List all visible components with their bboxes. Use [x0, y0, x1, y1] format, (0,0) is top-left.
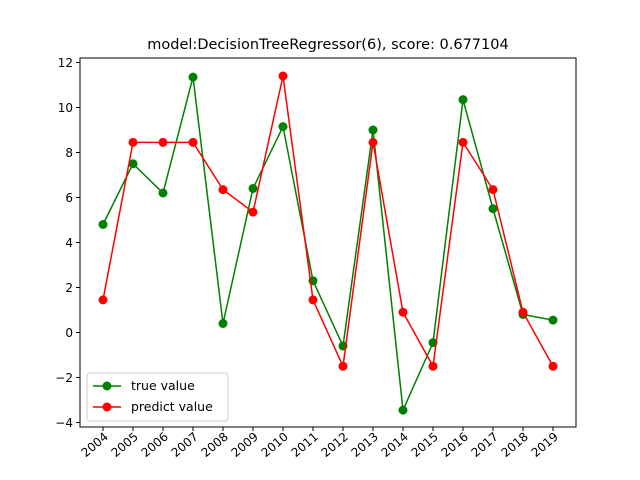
legend-frame [86, 372, 229, 422]
data-point-true [488, 204, 498, 214]
data-point-predict [398, 307, 408, 317]
data-point-true [278, 122, 288, 132]
data-point-true [548, 315, 558, 325]
data-point-predict [308, 295, 318, 305]
data-point-predict [548, 361, 558, 371]
y-tick-label: 10 [58, 101, 73, 115]
data-point-predict [428, 361, 438, 371]
series-line-predict [102, 75, 554, 369]
series-layer [98, 71, 558, 415]
data-point-predict [248, 207, 258, 217]
data-point-predict [488, 185, 498, 195]
data-point-true [188, 72, 198, 82]
data-point-true [248, 184, 258, 193]
legend-label-predict: predict value [131, 399, 213, 414]
series-line-true [102, 76, 554, 413]
data-point-true [218, 319, 228, 328]
chart-title: model:DecisionTreeRegressor(6), score: 0… [147, 37, 508, 53]
y-axis-ticks: −4 −2 0 2 4 6 8 10 12 [55, 56, 80, 430]
data-point-predict [458, 137, 468, 147]
series-predict [98, 71, 558, 371]
data-point-predict [128, 137, 138, 147]
y-tick-label: −4 [55, 416, 73, 430]
data-point-true [98, 220, 108, 229]
y-tick-label: 6 [65, 191, 73, 205]
legend: true value predict value [86, 372, 229, 422]
data-point-predict [218, 185, 228, 195]
y-tick-label: 4 [65, 236, 73, 250]
data-point-predict [98, 295, 108, 305]
legend-marker-true [102, 381, 112, 391]
y-tick-label: 2 [65, 281, 73, 295]
y-tick-label: 8 [65, 146, 73, 160]
data-point-true [458, 95, 468, 105]
series-true [98, 72, 558, 415]
data-point-true [398, 405, 408, 415]
y-tick-label: 12 [58, 56, 73, 70]
data-point-predict [158, 137, 168, 147]
legend-label-true: true value [131, 378, 195, 393]
y-tick-label: 0 [65, 326, 73, 340]
data-point-predict [518, 307, 528, 317]
y-tick-label: −2 [55, 371, 73, 385]
data-point-predict [368, 137, 378, 147]
data-point-predict [188, 137, 198, 147]
data-point-predict [338, 361, 348, 371]
legend-marker-predict [102, 402, 112, 412]
data-point-predict [278, 71, 288, 81]
data-point-true [368, 125, 378, 135]
data-point-true [128, 159, 138, 169]
data-point-true [158, 188, 168, 198]
